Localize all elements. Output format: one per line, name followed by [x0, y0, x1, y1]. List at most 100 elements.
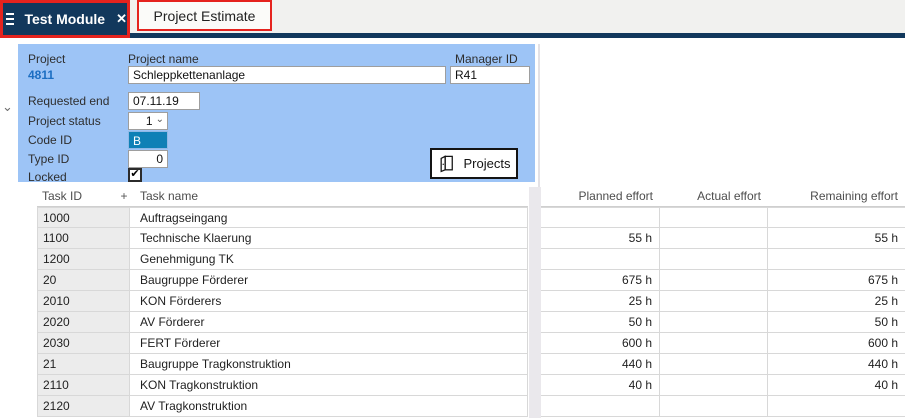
task-name-cell[interactable]: FERT Förderer [130, 333, 528, 353]
planned-effort-cell[interactable]: 600 h [541, 333, 660, 353]
task-name-header: Task name [140, 189, 199, 203]
table-row[interactable]: 1100 Technische Klaerung [37, 228, 528, 249]
actual-effort-cell[interactable] [660, 375, 768, 395]
planned-effort-cell[interactable] [541, 208, 660, 227]
project-name-label: Project name [128, 52, 199, 66]
actual-effort-cell[interactable] [660, 270, 768, 290]
remaining-effort-cell[interactable]: 25 h [768, 291, 905, 311]
project-status-label: Project status [28, 114, 101, 128]
table-row[interactable]: 2110 KON Tragkonstruktion [37, 375, 528, 396]
table-row[interactable]: 1200 Genehmigung TK [37, 249, 528, 270]
planned-effort-cell[interactable]: 55 h [541, 228, 660, 248]
actual-effort-cell[interactable] [660, 312, 768, 332]
table-row[interactable]: 2020 AV Förderer [37, 312, 528, 333]
project-name-input[interactable] [128, 66, 446, 84]
task-name-cell[interactable]: KON Förderers [130, 291, 528, 311]
task-table-left-rows: 1000 Auftragseingang 1100 Technische Klaeru… [37, 207, 528, 417]
actual-effort-header: Actual effort [697, 189, 761, 203]
requested-end-label: Requested end [28, 94, 110, 108]
project-status-select[interactable]: 1 ⌄ [128, 112, 168, 130]
planned-effort-cell[interactable]: 50 h [541, 312, 660, 332]
task-id-cell[interactable]: 2030 [37, 333, 130, 353]
manager-id-input[interactable] [450, 66, 530, 84]
remaining-effort-cell[interactable]: 55 h [768, 228, 905, 248]
tab-test-module[interactable]: Test Module ✕ [0, 0, 130, 38]
remaining-effort-cell[interactable] [768, 396, 905, 416]
task-id-cell[interactable]: 2020 [37, 312, 130, 332]
tab-project-estimate[interactable]: Project Estimate [137, 0, 272, 31]
remaining-effort-cell[interactable]: 50 h [768, 312, 905, 332]
planned-effort-cell[interactable] [541, 396, 660, 416]
type-id-input[interactable] [128, 150, 168, 168]
table-row[interactable]: 2010 KON Förderers [37, 291, 528, 312]
project-form-panel: Project Project name Manager ID 4811 Req… [18, 44, 535, 184]
tab-bar [0, 0, 905, 33]
task-name-cell[interactable]: Genehmigung TK [130, 249, 528, 269]
remaining-effort-cell[interactable]: 675 h [768, 270, 905, 290]
task-id-cell[interactable]: 2010 [37, 291, 130, 311]
task-id-cell[interactable]: 1000 [37, 208, 130, 227]
table-row[interactable]: 2120 AV Tragkonstruktion [37, 396, 528, 417]
table-row[interactable]: 20 Baugruppe Förderer [37, 270, 528, 291]
table-row[interactable]: 1000 Auftragseingang [37, 207, 528, 228]
table-row-efforts[interactable]: 25 h 25 h [541, 291, 905, 312]
table-row-efforts[interactable]: 675 h 675 h [541, 270, 905, 291]
table-row-efforts[interactable] [541, 396, 905, 417]
table-row-efforts[interactable]: 600 h 600 h [541, 333, 905, 354]
table-row-efforts[interactable]: 50 h 50 h [541, 312, 905, 333]
task-id-cell[interactable]: 1200 [37, 249, 130, 269]
actual-effort-cell[interactable] [660, 291, 768, 311]
actual-effort-cell[interactable] [660, 396, 768, 416]
project-status-value: 1 [145, 114, 153, 128]
task-id-cell[interactable]: 21 [37, 354, 130, 374]
tab-test-module-label: Test Module [24, 11, 106, 27]
task-id-cell[interactable]: 1100 [37, 228, 130, 248]
task-name-cell[interactable]: Baugruppe Förderer [130, 270, 528, 290]
task-id-cell[interactable]: 2110 [37, 375, 130, 395]
remaining-effort-cell[interactable]: 600 h [768, 333, 905, 353]
table-row-efforts[interactable]: 40 h 40 h [541, 375, 905, 396]
table-row-efforts[interactable] [541, 249, 905, 270]
task-name-cell[interactable]: Technische Klaerung [130, 228, 528, 248]
task-name-cell[interactable]: AV Tragkonstruktion [130, 396, 528, 416]
close-tab-icon[interactable]: ✕ [116, 11, 127, 26]
task-name-cell[interactable]: Baugruppe Tragkonstruktion [130, 354, 528, 374]
planned-effort-cell[interactable]: 40 h [541, 375, 660, 395]
remaining-effort-cell[interactable]: 440 h [768, 354, 905, 374]
projects-button-label: Projects [463, 156, 511, 171]
planned-effort-cell[interactable]: 25 h [541, 291, 660, 311]
locked-checkbox[interactable]: ✔ [128, 168, 142, 182]
remaining-effort-cell[interactable]: 40 h [768, 375, 905, 395]
hamburger-menu-icon[interactable] [6, 13, 15, 25]
task-id-cell[interactable]: 20 [37, 270, 130, 290]
planned-effort-cell[interactable] [541, 249, 660, 269]
code-id-field[interactable]: B [128, 131, 168, 149]
actual-effort-cell[interactable] [660, 228, 768, 248]
task-name-cell[interactable]: KON Tragkonstruktion [130, 375, 528, 395]
planned-effort-cell[interactable]: 675 h [541, 270, 660, 290]
project-number-link[interactable]: 4811 [28, 68, 55, 82]
remaining-effort-cell[interactable] [768, 208, 905, 227]
task-id-cell[interactable]: 2120 [37, 396, 130, 416]
add-task-icon[interactable]: + [120, 189, 128, 203]
requested-end-input[interactable] [128, 92, 200, 110]
task-name-cell[interactable]: AV Förderer [130, 312, 528, 332]
actual-effort-cell[interactable] [660, 249, 768, 269]
pane-split-line [538, 44, 540, 187]
actual-effort-cell[interactable] [660, 208, 768, 227]
tab-bar-underline [0, 33, 905, 38]
task-name-cell[interactable]: Auftragseingang [130, 208, 528, 227]
table-row-efforts[interactable]: 440 h 440 h [541, 354, 905, 375]
actual-effort-cell[interactable] [660, 354, 768, 374]
planned-effort-cell[interactable]: 440 h [541, 354, 660, 374]
table-row[interactable]: 2030 FERT Förderer [37, 333, 528, 354]
projects-button[interactable]: Projects [430, 148, 518, 179]
table-row-efforts[interactable] [541, 207, 905, 228]
remaining-effort-cell[interactable] [768, 249, 905, 269]
type-id-label: Type ID [28, 152, 70, 166]
task-table-left-header: Task ID + Task name [37, 187, 528, 207]
table-row-efforts[interactable]: 55 h 55 h [541, 228, 905, 249]
actual-effort-cell[interactable] [660, 333, 768, 353]
collapse-panel-chevron-icon[interactable]: ⌄ [2, 99, 13, 114]
table-row[interactable]: 21 Baugruppe Tragkonstruktion [37, 354, 528, 375]
